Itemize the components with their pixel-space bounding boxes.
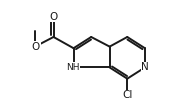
Text: Cl: Cl <box>122 90 132 100</box>
Text: O: O <box>32 42 40 52</box>
Text: NH: NH <box>66 63 79 72</box>
Text: O: O <box>49 12 58 22</box>
Text: N: N <box>141 62 149 72</box>
